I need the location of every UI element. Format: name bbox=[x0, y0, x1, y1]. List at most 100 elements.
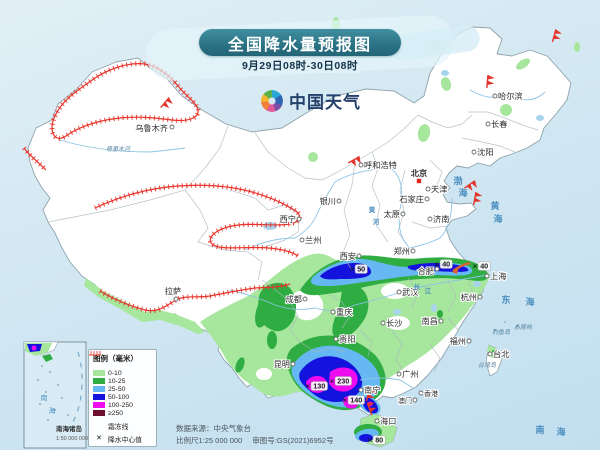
city-marker bbox=[418, 390, 424, 396]
city: 长沙 bbox=[380, 317, 403, 329]
map-title: 全国降水量预报图 bbox=[227, 36, 372, 54]
sea-label: 海 bbox=[458, 187, 467, 198]
inset-sea-label: 南 bbox=[41, 393, 48, 402]
city-label: 天津 bbox=[431, 184, 447, 194]
city-label: 南昌 bbox=[422, 316, 438, 326]
center-value-label: 130 bbox=[313, 382, 325, 391]
sea-label: 海 bbox=[493, 213, 502, 224]
city-marker bbox=[299, 237, 305, 243]
legend-range-label: 10-25 bbox=[108, 377, 126, 385]
city: 郑州 bbox=[393, 245, 416, 257]
precip-center-value: ✕ 140 bbox=[342, 395, 365, 405]
legend-item: 10-25 bbox=[93, 377, 152, 385]
center-value-label: 40 bbox=[442, 260, 450, 269]
city: 哈尔滨 bbox=[492, 90, 524, 102]
wind-barb-icon bbox=[472, 191, 484, 207]
city: 呼和浩特 bbox=[358, 159, 398, 171]
city: 银川 bbox=[319, 195, 342, 207]
city-label: 昆明 bbox=[274, 360, 290, 369]
city-marker bbox=[427, 216, 433, 222]
city-marker bbox=[358, 387, 364, 393]
center-value-label: 230 bbox=[337, 377, 349, 386]
city-marker bbox=[412, 397, 418, 403]
city-label: 长沙 bbox=[386, 318, 402, 328]
center-x-icon: ✕ bbox=[329, 379, 334, 386]
legend-range-label: ≥250 bbox=[108, 409, 124, 417]
city: 合肥 bbox=[417, 265, 440, 277]
city-marker bbox=[302, 296, 308, 302]
china-weather-logo-icon bbox=[261, 89, 283, 112]
legend-item: 25-50 bbox=[93, 385, 152, 393]
scale-and-approval: 比例尺1:25 000 000 审图号:GS(2021)6952号 bbox=[176, 435, 344, 447]
city: 石家庄 bbox=[398, 193, 430, 205]
city: 澳门 bbox=[397, 395, 418, 406]
legend-item: 0-10 bbox=[93, 369, 152, 377]
inset-name: 南海诸岛 bbox=[56, 424, 83, 433]
city-marker bbox=[410, 248, 416, 254]
brand-name: 中国天气 bbox=[289, 93, 361, 112]
city: 上海 bbox=[484, 270, 507, 282]
city-label: 重庆 bbox=[336, 307, 352, 317]
beijing-marker bbox=[416, 178, 422, 184]
legend-item: ≥250 bbox=[93, 409, 152, 417]
sea-label: 河 bbox=[373, 217, 380, 226]
city-marker bbox=[374, 418, 380, 424]
forecast-period: 9月29日08时-30日08时 bbox=[236, 58, 364, 73]
legend-swatch bbox=[93, 402, 105, 408]
sea-label: 黄 bbox=[490, 200, 499, 211]
rivers bbox=[59, 89, 546, 389]
legend-panel: 图例（毫米） 0-10 10-25 25-50 50-100 100-250 ≥250 霜… bbox=[88, 349, 157, 447]
data-source: 数据来源：中央气象台 bbox=[176, 424, 251, 433]
city-marker bbox=[492, 93, 498, 99]
city-label: 拉萨 bbox=[165, 286, 181, 296]
city-marker bbox=[290, 361, 296, 367]
center-x-icon: ✕ bbox=[342, 398, 347, 405]
sea-label: 渤 bbox=[453, 175, 462, 186]
legend-range-label: 25-50 bbox=[108, 385, 126, 393]
city: 南昌 bbox=[421, 315, 444, 327]
province-borders bbox=[47, 111, 539, 373]
geo-label: 赤尾屿 bbox=[514, 323, 533, 331]
legend-range-label: 50-100 bbox=[108, 393, 130, 401]
city-marker bbox=[477, 294, 483, 300]
city-label: 澳门 bbox=[398, 396, 412, 405]
geo-label: 塔里木河 bbox=[106, 145, 131, 153]
city: 兰州 bbox=[299, 234, 322, 246]
city: 济南 bbox=[427, 213, 450, 225]
city-marker bbox=[173, 296, 179, 302]
city-label: 北京 bbox=[411, 168, 427, 178]
city-label: 乌鲁木齐 bbox=[135, 123, 168, 133]
city-label: 兰州 bbox=[305, 235, 321, 245]
city-label: 长春 bbox=[491, 119, 507, 129]
legend-frost-row: 霜冻线 bbox=[89, 351, 152, 431]
precip-center-value: ✕ 80 bbox=[367, 435, 386, 445]
legend-swatch bbox=[93, 394, 105, 400]
city-label: 成都 bbox=[286, 294, 302, 304]
south-china-sea-inset: 南海 南海诸岛 1:50 000 000 bbox=[23, 341, 88, 449]
flow-arrow bbox=[452, 261, 471, 274]
city-label: 福州 bbox=[450, 337, 466, 346]
city-marker bbox=[466, 338, 472, 344]
center-value-label: 80 bbox=[375, 436, 383, 445]
inset-scale: 1:50 000 000 bbox=[56, 436, 88, 442]
city-label: 西宁 bbox=[280, 214, 296, 224]
legend-item: 100-250 bbox=[93, 401, 152, 409]
city-label: 广州 bbox=[402, 369, 418, 379]
city-label: 呼和浩特 bbox=[364, 160, 397, 170]
city-marker bbox=[396, 371, 402, 377]
precip-center-value: ✕ 50 bbox=[349, 264, 368, 274]
legend-range-label: 100-250 bbox=[108, 401, 133, 409]
city-label: 贵阳 bbox=[339, 334, 355, 344]
city: 沈阳 bbox=[471, 146, 494, 158]
city-marker bbox=[380, 320, 386, 326]
city-label: 武汉 bbox=[402, 287, 418, 297]
approval-number: 审图号:GS(2021)6952号 bbox=[252, 436, 334, 445]
city-label: 沈阳 bbox=[477, 147, 493, 157]
city: 台北 bbox=[487, 348, 510, 360]
city: 昆明 bbox=[273, 359, 296, 370]
city-label: 银川 bbox=[320, 196, 336, 206]
sea-label: 东 bbox=[501, 294, 510, 305]
center-x-icon: ✕ bbox=[367, 438, 372, 445]
legend-swatch bbox=[93, 386, 105, 392]
